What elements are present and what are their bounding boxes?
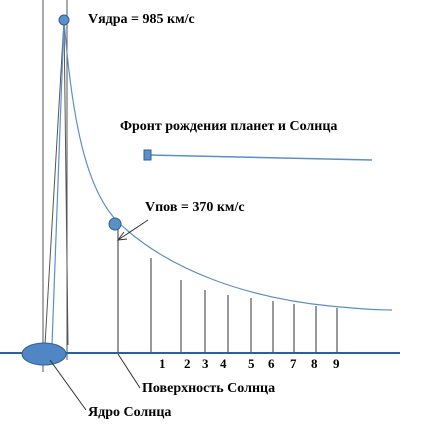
tick-label: 5 (248, 356, 255, 371)
surface-velocity-marker (108, 217, 122, 231)
tick-label: 3 (202, 356, 209, 371)
surface-pointer (117, 353, 141, 389)
core-label: Ядро Солнца (88, 405, 172, 420)
drop-lines (117, 224, 338, 352)
velocity-curve-rise (51, 19, 65, 346)
tick-label: 9 (333, 356, 340, 371)
surface-label: Поверхность Солнца (142, 381, 276, 396)
tick-label: 6 (268, 356, 275, 371)
sun-core-ellipse (21, 342, 67, 366)
surface-velocity-label: Vпов = 370 км/с (145, 200, 245, 215)
tick-label: 7 (290, 356, 297, 371)
core-spike-left (44, 19, 65, 346)
velocity-curve (63, 19, 393, 311)
front-line (147, 154, 373, 161)
surface-callout-arrow (117, 219, 149, 241)
core-velocity-marker (58, 14, 70, 26)
core-spike-right (63, 19, 69, 346)
front-label: Фронт рождения планет и Солнца (120, 119, 338, 134)
core-velocity-label: Vядра = 985 км/с (88, 12, 195, 27)
tick-label: 1 (159, 356, 166, 371)
core-pointer (49, 359, 87, 411)
tick-label: 4 (220, 356, 227, 371)
front-marker (143, 149, 152, 161)
tick-label: 2 (184, 356, 191, 371)
surface-callout-arrowhead (116, 231, 128, 241)
tick-label: 8 (311, 356, 318, 371)
